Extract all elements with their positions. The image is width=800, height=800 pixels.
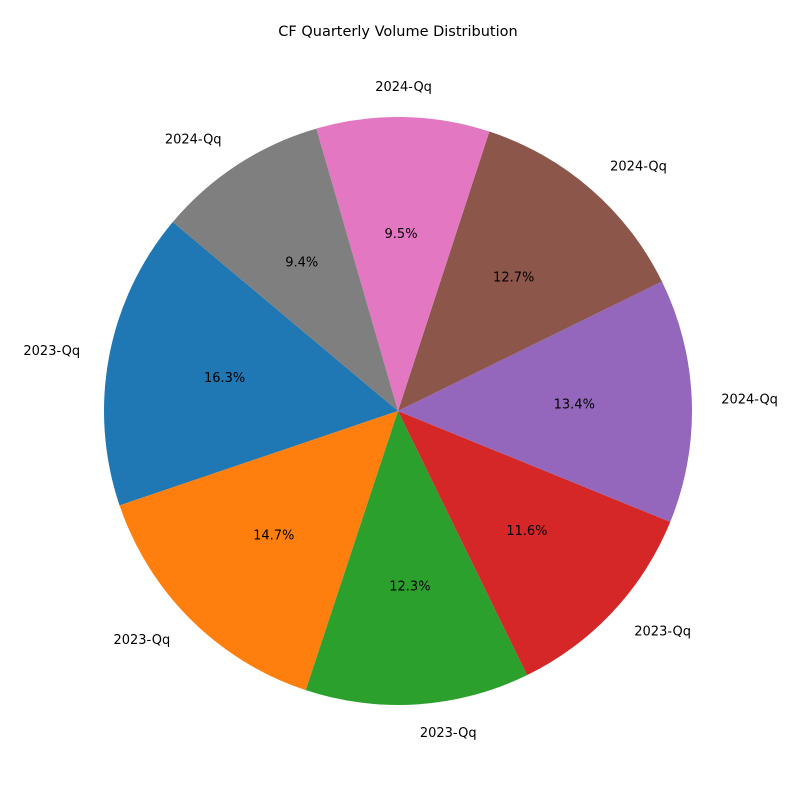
pie-slices (103, 117, 692, 706)
slice-category-label: 2024-Qq (165, 132, 222, 147)
slice-percent-label: 9.4% (285, 256, 318, 271)
pie-slice-1 (103, 222, 399, 506)
pie-labels: 16.3% 2023-Qq 14.7% 2023-Qq 12.3% 2023-Qq 11.6… (23, 80, 778, 741)
slice-category-label: 2024-Qq (375, 80, 432, 95)
slice-category-label: 2023-Qq (420, 726, 477, 741)
pie-slice-8 (172, 128, 398, 412)
slice-percent-label: 16.3% (204, 371, 245, 386)
pie-slice-7 (316, 117, 490, 411)
pie-slice-5 (398, 281, 692, 522)
pie-slice-4 (398, 411, 671, 676)
slice-category-label: 2023-Qq (23, 344, 80, 359)
slice-category-label: 2024-Qq (721, 392, 778, 407)
pie-slice-2 (119, 411, 398, 691)
slice-percent-label: 13.4% (554, 397, 595, 412)
pie-slice-3 (305, 411, 528, 706)
slice-percent-label: 12.3% (389, 579, 430, 594)
slice-percent-label: 9.5% (385, 227, 418, 242)
pie-slice-6 (398, 131, 662, 411)
chart-title: CF Quarterly Volume Distribution (278, 24, 517, 40)
slice-percent-label: 14.7% (253, 529, 294, 544)
slice-percent-label: 11.6% (506, 524, 547, 539)
slice-percent-label: 12.7% (493, 270, 534, 285)
slice-category-label: 2024-Qq (610, 159, 667, 174)
slice-category-label: 2023-Qq (113, 633, 170, 648)
slice-category-label: 2023-Qq (634, 624, 691, 639)
